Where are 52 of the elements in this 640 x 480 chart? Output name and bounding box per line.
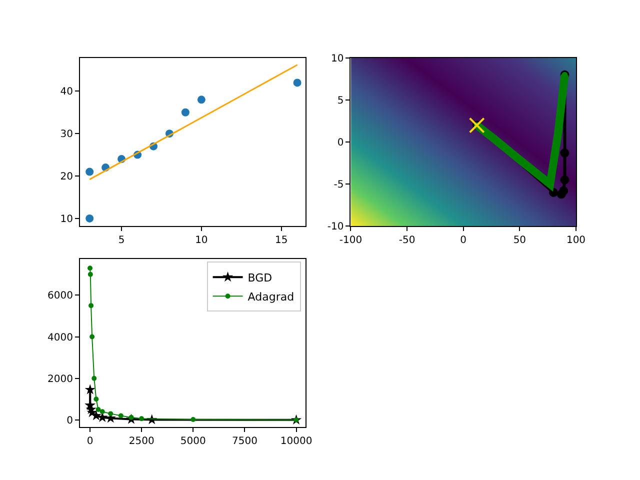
x-tick-label: 5000 bbox=[180, 436, 206, 448]
y-tick-label: 0 bbox=[66, 415, 73, 426]
x-tick-label: 10 bbox=[195, 235, 208, 246]
y-tick-label: 40 bbox=[60, 86, 73, 98]
point bbox=[548, 188, 558, 197]
point bbox=[560, 175, 570, 184]
point bbox=[88, 266, 92, 271]
point bbox=[86, 214, 94, 222]
point bbox=[108, 411, 114, 416]
x-tick-label: -100 bbox=[339, 235, 362, 246]
point bbox=[92, 376, 97, 381]
y-tick-label: 10 bbox=[330, 54, 344, 65]
point bbox=[88, 303, 94, 308]
y-tick-label: 20 bbox=[60, 172, 73, 183]
x-tick-label: 7500 bbox=[232, 436, 258, 448]
point bbox=[560, 148, 570, 158]
x-tick-label: 5 bbox=[118, 235, 125, 246]
y-tick-label: 0 bbox=[337, 138, 344, 149]
legend-label: BGD bbox=[248, 271, 272, 284]
y-tick-label: 6000 bbox=[48, 290, 73, 302]
point bbox=[88, 272, 93, 277]
y-tick-label: -10 bbox=[327, 222, 344, 233]
x-tick-label: 10000 bbox=[280, 436, 312, 448]
y-tick-label: 2000 bbox=[48, 374, 73, 385]
y-tick-label: 5 bbox=[337, 96, 344, 107]
x-tick-label: 50 bbox=[513, 235, 526, 246]
point bbox=[139, 416, 144, 422]
point bbox=[86, 168, 94, 176]
y-tick-label: 4000 bbox=[48, 332, 73, 344]
x-tick-label: -50 bbox=[398, 235, 416, 246]
point bbox=[96, 407, 101, 412]
point bbox=[118, 413, 124, 418]
x-tick-label: 0 bbox=[86, 436, 94, 448]
point bbox=[84, 384, 96, 394]
x-tick-label: 15 bbox=[274, 235, 288, 246]
legend-label: Adagrad bbox=[248, 290, 294, 304]
point bbox=[181, 108, 190, 116]
x-tick-label: 2500 bbox=[128, 436, 154, 448]
point bbox=[468, 117, 485, 134]
point bbox=[190, 417, 196, 422]
point bbox=[90, 334, 95, 340]
x-tick-label: 100 bbox=[566, 235, 586, 246]
y-tick-label: 10 bbox=[60, 214, 73, 225]
y-tick-label: -5 bbox=[334, 180, 344, 191]
point bbox=[100, 409, 105, 414]
point bbox=[90, 410, 102, 420]
point bbox=[293, 78, 302, 87]
x-tick-label: 0 bbox=[460, 235, 467, 246]
y-tick-label: 30 bbox=[60, 129, 73, 140]
point bbox=[556, 190, 566, 199]
point bbox=[197, 96, 206, 104]
point bbox=[94, 396, 99, 402]
